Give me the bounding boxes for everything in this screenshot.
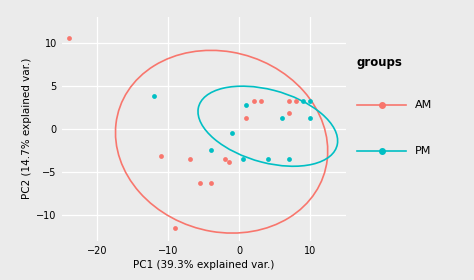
Point (150, 94, 158, 98)
Point (300, 99, 307, 104)
Point (243, 102, 250, 107)
Point (243, 116, 250, 121)
Point (292, 99, 300, 104)
Point (239, 157, 246, 161)
Point (278, 116, 286, 121)
Point (285, 157, 293, 161)
Point (172, 226, 179, 230)
Text: AM: AM (415, 100, 432, 110)
Point (196, 181, 204, 185)
Point (264, 157, 272, 161)
Point (207, 148, 215, 153)
Text: PM: PM (415, 146, 431, 157)
Point (157, 154, 165, 158)
Point (228, 131, 236, 135)
Point (285, 111, 293, 116)
Point (257, 99, 264, 104)
Point (207, 181, 215, 185)
Point (186, 157, 193, 161)
Point (250, 99, 257, 104)
Y-axis label: PC2 (14.7% explained var.): PC2 (14.7% explained var.) (22, 58, 32, 199)
X-axis label: PC1 (39.3% explained var.): PC1 (39.3% explained var.) (133, 260, 274, 270)
Text: groups: groups (357, 56, 403, 69)
Point (285, 99, 293, 104)
Point (65, 36, 73, 41)
Point (225, 159, 232, 164)
Point (307, 99, 314, 104)
Point (221, 157, 229, 161)
Point (307, 116, 314, 121)
